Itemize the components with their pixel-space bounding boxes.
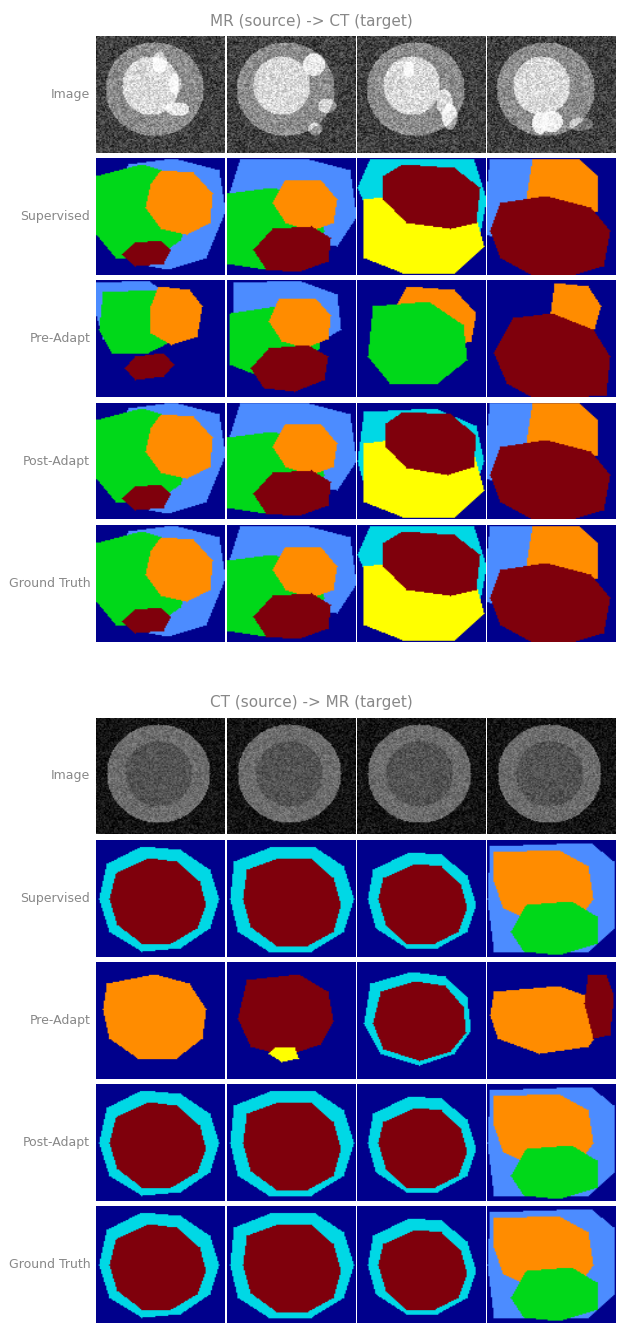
Text: Pre-Adapt: Pre-Adapt bbox=[29, 332, 90, 346]
Text: Image: Image bbox=[51, 770, 90, 782]
Text: MR (source) -> CT (target): MR (source) -> CT (target) bbox=[210, 13, 412, 29]
Text: Supervised: Supervised bbox=[21, 210, 90, 223]
Text: Ground Truth: Ground Truth bbox=[9, 1258, 90, 1271]
Text: Ground Truth: Ground Truth bbox=[9, 577, 90, 589]
Text: Supervised: Supervised bbox=[21, 891, 90, 904]
Text: Image: Image bbox=[51, 88, 90, 101]
Text: Post-Adapt: Post-Adapt bbox=[23, 455, 90, 468]
Text: Pre-Adapt: Pre-Adapt bbox=[29, 1013, 90, 1027]
Text: CT (source) -> MR (target): CT (source) -> MR (target) bbox=[210, 696, 412, 710]
Text: Post-Adapt: Post-Adapt bbox=[23, 1136, 90, 1149]
